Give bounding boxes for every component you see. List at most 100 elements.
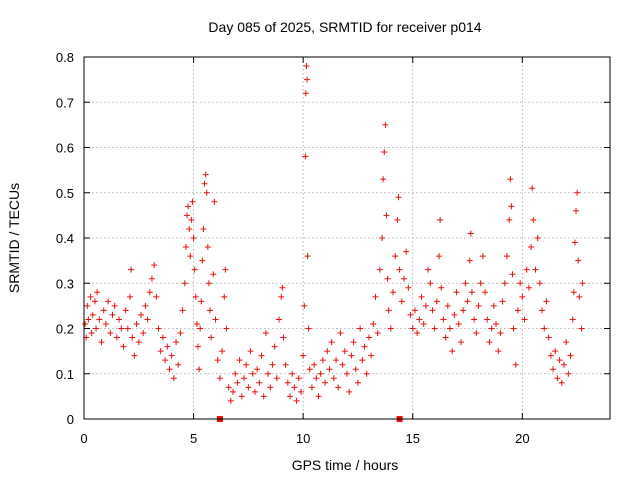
data-point: [354, 379, 361, 386]
data-point: [302, 90, 309, 97]
data-point: [574, 189, 581, 196]
data-point: [368, 352, 375, 359]
y-tick-label: 0.4: [56, 231, 74, 246]
data-point: [155, 325, 162, 332]
data-point: [127, 293, 134, 300]
data-point: [193, 320, 200, 327]
data-point: [142, 302, 149, 309]
data-point: [260, 393, 267, 400]
data-point: [93, 325, 100, 332]
data-point: [536, 280, 543, 287]
data-point: [140, 330, 147, 337]
data-point: [116, 316, 123, 323]
data-point: [89, 311, 96, 318]
x-tick-labels: 0 5 10 15 20: [80, 431, 529, 446]
data-point: [337, 330, 344, 337]
data-point: [100, 307, 107, 314]
data-point: [543, 298, 550, 305]
data-point: [322, 379, 329, 386]
data-point: [157, 348, 164, 355]
data-point: [387, 325, 394, 332]
axis-ticks: [83, 56, 610, 420]
data-point: [306, 366, 313, 373]
data-point: [427, 280, 434, 287]
data-point: [265, 370, 272, 377]
data-point: [135, 339, 142, 346]
data-point: [490, 302, 497, 309]
data-point: [464, 298, 471, 305]
data-point: [279, 284, 286, 291]
data-point: [222, 266, 229, 273]
data-point: [122, 307, 129, 314]
data-point: [370, 320, 377, 327]
data-point: [124, 325, 131, 332]
data-point: [210, 271, 217, 278]
data-point: [297, 388, 304, 395]
data-point: [382, 121, 389, 128]
chart-title: Day 085 of 2025, SRMTID for receiver p01…: [208, 19, 481, 35]
x-tick-label: 0: [80, 431, 87, 446]
data-point: [205, 280, 212, 287]
data-point: [221, 293, 228, 300]
data-point: [509, 271, 516, 278]
y-tick-label: 0.8: [56, 50, 74, 65]
data-point: [403, 248, 410, 255]
data-point: [488, 325, 495, 332]
y-axis-label: SRMTID / TECUs: [6, 183, 22, 293]
data-point: [455, 320, 462, 327]
data-point: [541, 325, 548, 332]
data-point: [457, 339, 464, 346]
data-point: [109, 311, 116, 318]
data-point: [302, 153, 309, 160]
x-axis-label: GPS time / hours: [292, 457, 399, 473]
data-point: [348, 352, 355, 359]
data-point: [258, 352, 265, 359]
data-point: [225, 384, 232, 391]
data-point: [198, 298, 205, 305]
data-point: [105, 298, 112, 305]
data-point: [501, 280, 508, 287]
data-point: [214, 357, 221, 364]
data-point: [539, 307, 546, 314]
data-point: [385, 307, 392, 314]
data-point: [269, 361, 276, 368]
data-point: [120, 343, 127, 350]
data-point: [301, 302, 308, 309]
data-point: [187, 253, 194, 260]
data-point: [422, 302, 429, 309]
y-tick-label: 0.2: [56, 322, 74, 337]
data-point: [563, 339, 570, 346]
data-point: [433, 298, 440, 305]
data-point: [431, 325, 438, 332]
data-point: [495, 348, 502, 355]
data-point: [479, 253, 486, 260]
data-point: [449, 348, 456, 355]
data-point: [168, 352, 175, 359]
data-point: [512, 361, 519, 368]
data-point: [240, 375, 247, 382]
data-point: [88, 330, 95, 337]
data-point: [411, 307, 418, 314]
data-point: [453, 289, 460, 296]
data-point: [326, 366, 333, 373]
data-point: [335, 384, 342, 391]
data-point: [247, 348, 254, 355]
data-point: [182, 244, 189, 251]
data-point: [185, 203, 192, 210]
data-point: [289, 370, 296, 377]
data-point: [304, 253, 311, 260]
data-point: [398, 298, 405, 305]
data-point: [396, 266, 403, 273]
data-point: [181, 280, 188, 287]
data-point: [380, 176, 387, 183]
data-point: [438, 284, 445, 291]
data-point: [202, 171, 209, 178]
data-point: [271, 343, 278, 350]
data-point: [227, 397, 234, 404]
data-point: [519, 293, 526, 300]
data-point: [484, 316, 491, 323]
data-point: [96, 316, 103, 323]
data-point: [192, 293, 199, 300]
data-point: [203, 189, 210, 196]
